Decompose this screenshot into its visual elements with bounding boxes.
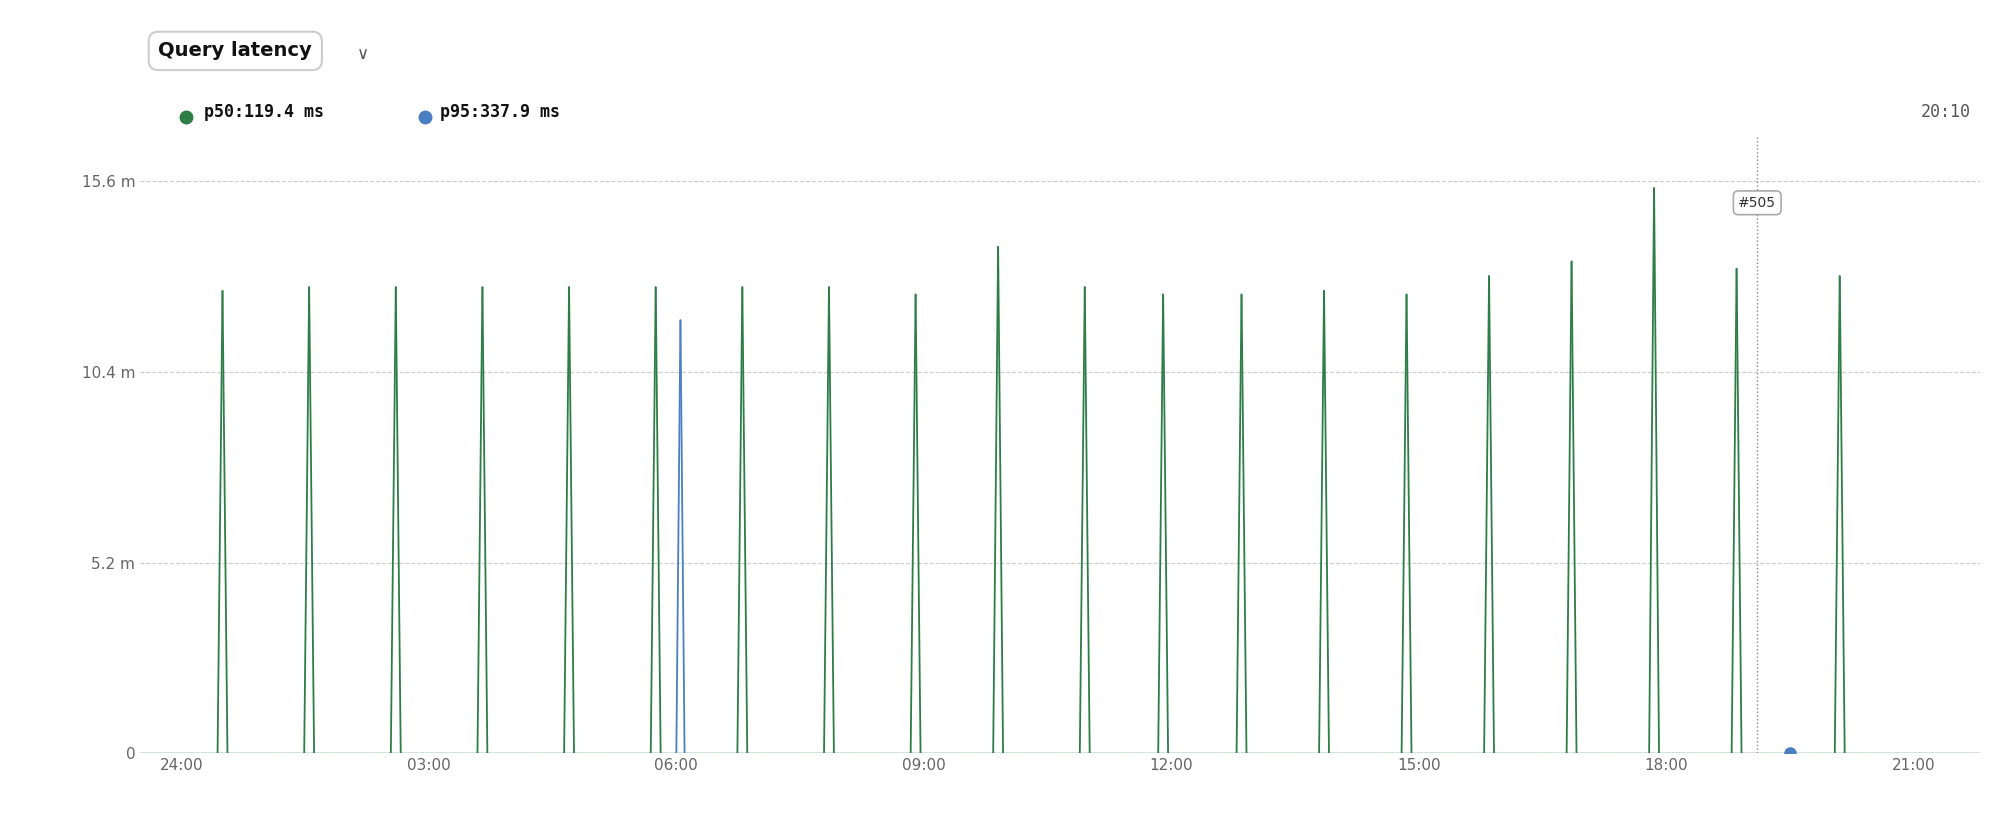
- Text: 20:10: 20:10: [1920, 103, 1970, 121]
- Text: ∨: ∨: [358, 45, 370, 63]
- Text: Query latency: Query latency: [158, 42, 312, 61]
- Text: p95:337.9 ms: p95:337.9 ms: [440, 103, 560, 121]
- Text: p50:119.4 ms: p50:119.4 ms: [204, 103, 324, 121]
- Text: #505: #505: [1738, 196, 1776, 210]
